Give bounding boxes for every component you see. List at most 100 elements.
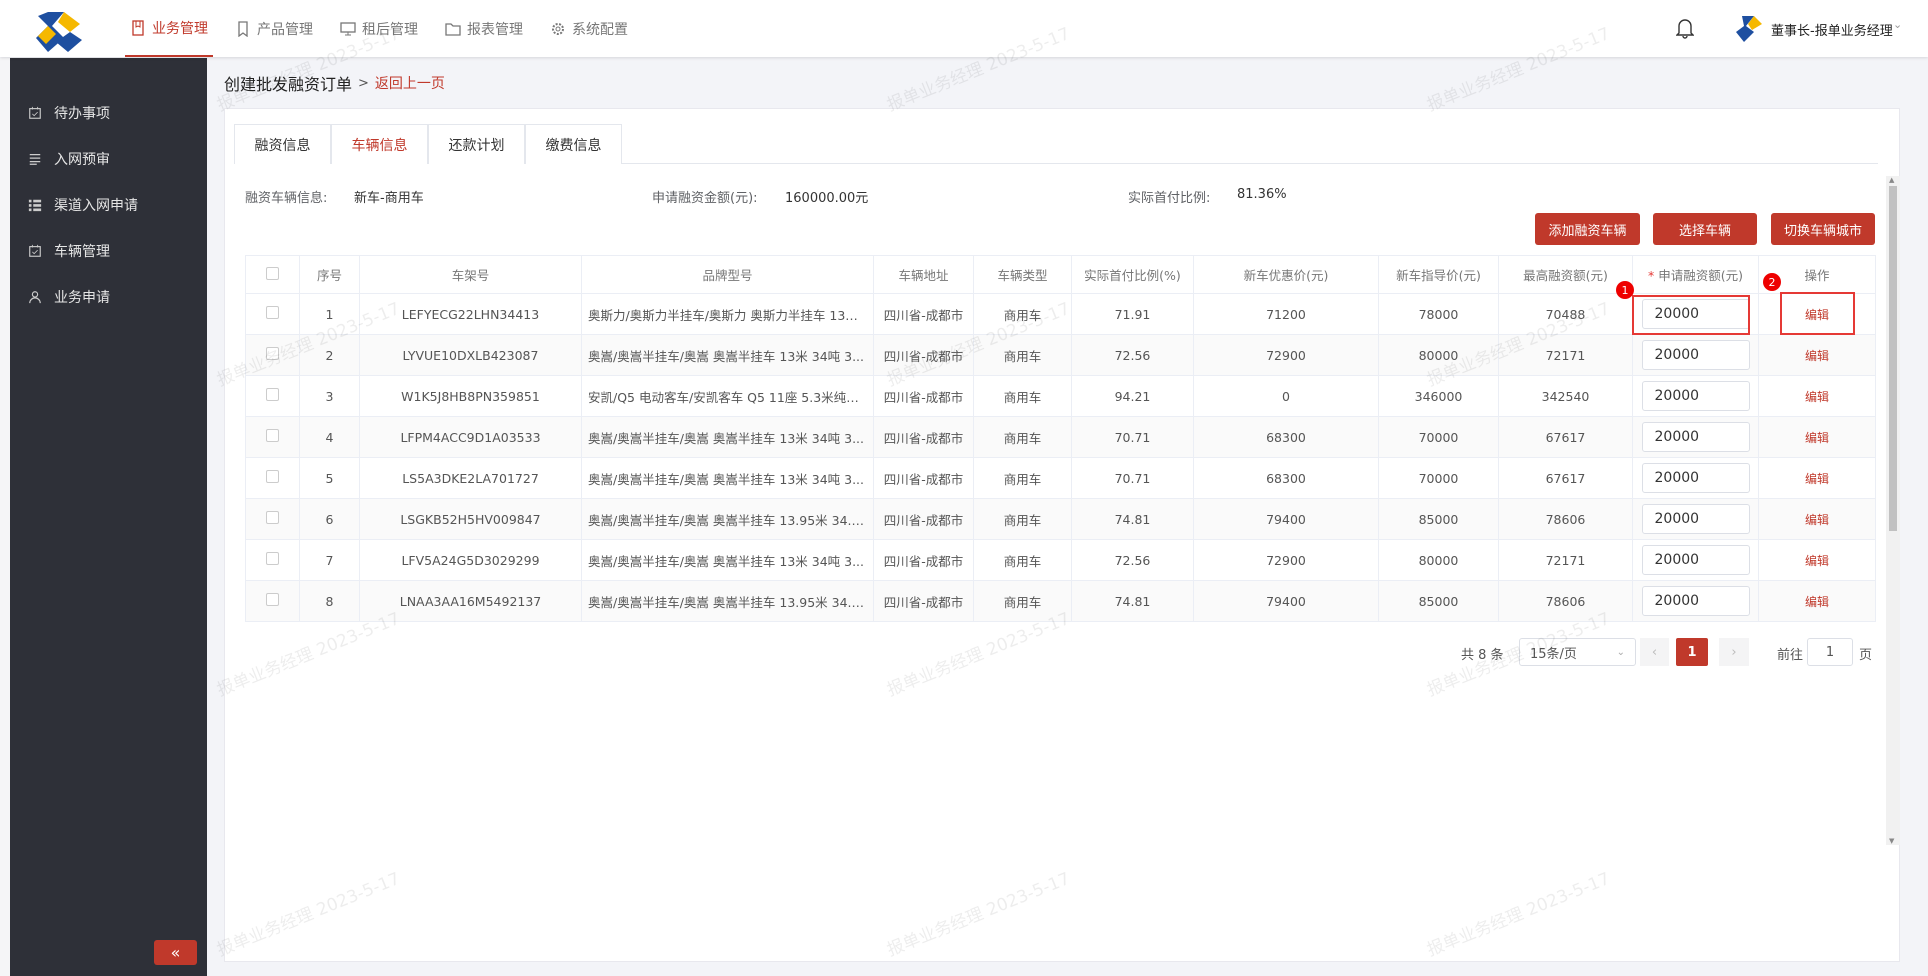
- annotation-box-amount: [1632, 295, 1750, 335]
- table-cell: 商用车: [973, 334, 1072, 376]
- row-checkbox-cell[interactable]: [245, 498, 300, 540]
- apply-amount-input[interactable]: 20000: [1641, 545, 1750, 575]
- scrollbar-track[interactable]: ▲ ▼: [1886, 176, 1900, 845]
- edit-link[interactable]: 编辑: [1804, 348, 1829, 363]
- user-name[interactable]: 董事长-报单业务经理: [1771, 24, 1893, 39]
- edit-link[interactable]: 编辑: [1804, 389, 1829, 404]
- action-cell: 编辑: [1758, 375, 1876, 417]
- table-cell: 奥嵩/奥嵩半挂车/奥嵩 奥嵩半挂车 13.95米 34.8...: [581, 498, 874, 540]
- table-cell: 4: [299, 416, 360, 458]
- nav-book[interactable]: 业务管理: [125, 0, 213, 57]
- apply-amount-input[interactable]: 20000: [1641, 340, 1750, 370]
- table-cell: 72.56: [1071, 334, 1194, 376]
- table-cell: 72900: [1193, 334, 1379, 376]
- table-cell: 5: [299, 457, 360, 499]
- switch-city-button[interactable]: 切换车辆城市: [1771, 213, 1875, 245]
- row-checkbox-cell[interactable]: [245, 375, 300, 417]
- table-cell: LFV5A24G5D3029299: [359, 539, 582, 581]
- nav-bookmark[interactable]: 产品管理: [230, 0, 318, 57]
- chevron-down-icon[interactable]: ⌄: [1893, 18, 1903, 31]
- collapse-sidebar-button[interactable]: «: [154, 940, 197, 965]
- row-checkbox-cell[interactable]: [245, 539, 300, 581]
- sidebar-item[interactable]: 渠道入网申请: [28, 195, 138, 215]
- edit-link[interactable]: 编辑: [1804, 553, 1829, 568]
- table-cell: 商用车: [973, 457, 1072, 499]
- nav-label: 租后管理: [362, 21, 418, 38]
- chevron-left-icon: ‹: [1651, 644, 1658, 660]
- sidebar-item[interactable]: 车辆管理: [28, 241, 110, 261]
- amount-cell: 20000: [1632, 375, 1759, 417]
- prev-page-button[interactable]: ‹: [1640, 638, 1669, 666]
- edit-link[interactable]: 编辑: [1804, 430, 1829, 445]
- apply-amount-input[interactable]: 20000: [1641, 381, 1750, 411]
- ratio-label: 实际首付比例:: [1128, 191, 1211, 206]
- sidebar-item[interactable]: 入网预审: [28, 149, 110, 169]
- apply-amount-input[interactable]: 20000: [1641, 586, 1750, 616]
- tab[interactable]: 车辆信息: [331, 124, 428, 164]
- table-cell: 72171: [1498, 539, 1633, 581]
- edit-link[interactable]: 编辑: [1804, 512, 1829, 527]
- checkbox[interactable]: [266, 266, 279, 280]
- row-checkbox[interactable]: [266, 511, 279, 524]
- row-checkbox-cell[interactable]: [245, 457, 300, 499]
- table-cell: 67617: [1498, 416, 1633, 458]
- apply-amount-input[interactable]: 20000: [1641, 299, 1750, 329]
- apply-amount-input[interactable]: 20000: [1641, 463, 1750, 493]
- nav-monitor[interactable]: 租后管理: [335, 0, 423, 57]
- add-vehicle-button[interactable]: 添加融资车辆: [1535, 213, 1640, 245]
- scroll-up-icon[interactable]: ▲: [1889, 176, 1895, 184]
- bell-icon[interactable]: [1676, 17, 1694, 39]
- table-cell: 奥嵩/奥嵩半挂车/奥嵩 奥嵩半挂车 13.95米 34.8...: [581, 580, 874, 622]
- row-checkbox[interactable]: [266, 470, 279, 483]
- edit-link[interactable]: 编辑: [1804, 594, 1829, 609]
- row-checkbox-cell[interactable]: [245, 416, 300, 458]
- nav-gear[interactable]: 系统配置: [545, 0, 633, 57]
- scrollbar-thumb[interactable]: [1889, 186, 1897, 531]
- sidebar-item[interactable]: 业务申请: [28, 287, 110, 307]
- edit-link[interactable]: 编辑: [1804, 471, 1829, 486]
- tab[interactable]: 融资信息: [234, 124, 331, 164]
- sidebar-item[interactable]: 待办事项: [28, 103, 110, 123]
- table-row: 1 LEFYECG22LHN34413 奥斯力/奥斯力半挂车/奥斯力 奥斯力半挂车 …: [245, 293, 1876, 335]
- next-page-button[interactable]: ›: [1719, 638, 1749, 666]
- action-cell: 编辑: [1758, 580, 1876, 622]
- back-link[interactable]: 返回上一页: [374, 76, 445, 92]
- apply-amount-input[interactable]: 20000: [1641, 422, 1750, 452]
- tab[interactable]: 还款计划: [428, 124, 525, 164]
- table-cell: 80000: [1378, 539, 1499, 581]
- sidebar-item-label: 渠道入网申请: [54, 198, 138, 214]
- gear-icon: [552, 22, 564, 35]
- row-checkbox[interactable]: [266, 593, 279, 606]
- row-checkbox[interactable]: [266, 429, 279, 442]
- goto-page-input[interactable]: 1: [1807, 638, 1853, 666]
- table-cell: LSGKB52H5HV009847: [359, 498, 582, 540]
- row-checkbox[interactable]: [266, 552, 279, 565]
- row-checkbox-cell[interactable]: [245, 293, 300, 335]
- folder-icon: [445, 22, 461, 36]
- user-avatar[interactable]: [1734, 16, 1762, 42]
- table-cell: 1: [299, 293, 360, 335]
- table-cell: 67617: [1498, 457, 1633, 499]
- row-checkbox[interactable]: [266, 347, 279, 360]
- apply-amount-input[interactable]: 20000: [1641, 504, 1750, 534]
- row-checkbox[interactable]: [266, 306, 279, 319]
- select-vehicle-button[interactable]: 选择车辆: [1653, 213, 1757, 245]
- row-checkbox[interactable]: [266, 388, 279, 401]
- column-header: * 申请融资额(元): [1632, 255, 1759, 294]
- row-checkbox-cell[interactable]: [245, 580, 300, 622]
- select-all-checkbox[interactable]: [245, 255, 300, 294]
- table-cell: LNAA3AA16M5492137: [359, 580, 582, 622]
- page-1-button[interactable]: 1: [1676, 638, 1708, 666]
- nav-folder[interactable]: 报表管理: [440, 0, 528, 57]
- row-checkbox-cell[interactable]: [245, 334, 300, 376]
- column-label: 申请融资额(元): [1658, 268, 1743, 283]
- table-cell: 商用车: [973, 416, 1072, 458]
- tab[interactable]: 缴费信息: [525, 124, 622, 164]
- page-size-select[interactable]: 15条/页 ⌄: [1519, 638, 1636, 666]
- calendar-icon: [29, 244, 41, 257]
- sidebar: 待办事项入网预审渠道入网申请车辆管理业务申请 «: [10, 58, 207, 976]
- table-cell: 79400: [1193, 498, 1379, 540]
- scroll-down-icon[interactable]: ▼: [1889, 837, 1895, 845]
- ratio-value: 81.36%: [1237, 187, 1287, 202]
- table-cell: 四川省-成都市: [873, 375, 974, 417]
